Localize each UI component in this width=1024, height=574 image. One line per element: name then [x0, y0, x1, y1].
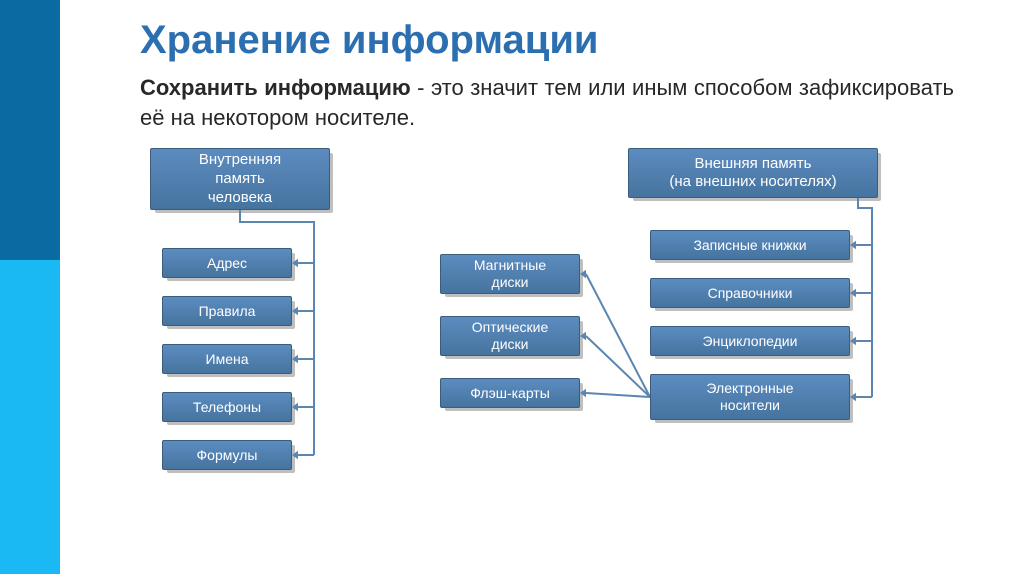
node-label: Внешняя память: [695, 155, 812, 174]
node-label: Оптические: [472, 319, 549, 337]
node-external: Внешняя память(на внешних носителях): [628, 148, 878, 198]
node-flash: Флэш-карты: [440, 378, 580, 408]
node-label: Правила: [199, 303, 256, 321]
node-handbooks: Справочники: [650, 278, 850, 308]
node-label: Справочники: [708, 285, 793, 303]
sidebar-light-block: [0, 260, 60, 574]
node-label: носители: [720, 397, 780, 415]
node-phones: Телефоны: [162, 392, 292, 422]
description-bold: Сохранить информацию: [140, 75, 411, 100]
node-label: диски: [492, 336, 529, 354]
content-area: Хранение информации Сохранить информацию…: [60, 0, 1024, 574]
node-label: диски: [492, 274, 529, 292]
node-address: Адрес: [162, 248, 292, 278]
node-label: Электронные: [706, 380, 793, 398]
node-label: (на внешних носителях): [669, 173, 836, 192]
node-label: Магнитные: [474, 257, 546, 275]
node-electronic: Электронныеносители: [650, 374, 850, 420]
node-label: Внутренняя: [199, 151, 281, 170]
node-internal: Внутренняяпамятьчеловека: [150, 148, 330, 210]
node-label: Телефоны: [193, 399, 261, 417]
node-label: Формулы: [197, 447, 258, 465]
description-paragraph: Сохранить информацию - это значит тем ил…: [140, 73, 994, 132]
node-label: память: [215, 170, 265, 189]
sidebar-dark-block: [0, 0, 60, 260]
node-optical: Оптическиедиски: [440, 316, 580, 356]
node-label: Адрес: [207, 255, 247, 273]
node-formulas: Формулы: [162, 440, 292, 470]
node-label: Имена: [206, 351, 249, 369]
node-notebooks: Записные книжки: [650, 230, 850, 260]
node-label: Флэш-карты: [470, 385, 550, 403]
node-magnetic: Магнитныедиски: [440, 254, 580, 294]
node-label: Записные книжки: [693, 237, 806, 255]
node-label: Энциклопедии: [703, 333, 798, 351]
node-names: Имена: [162, 344, 292, 374]
node-rules: Правила: [162, 296, 292, 326]
node-encyclopedias: Энциклопедии: [650, 326, 850, 356]
page-title: Хранение информации: [140, 18, 994, 63]
sidebar-accent: [0, 0, 60, 574]
node-label: человека: [208, 189, 272, 208]
diagram-canvas: Внутренняяпамятьчеловека Адрес Правила Имен…: [140, 148, 994, 548]
